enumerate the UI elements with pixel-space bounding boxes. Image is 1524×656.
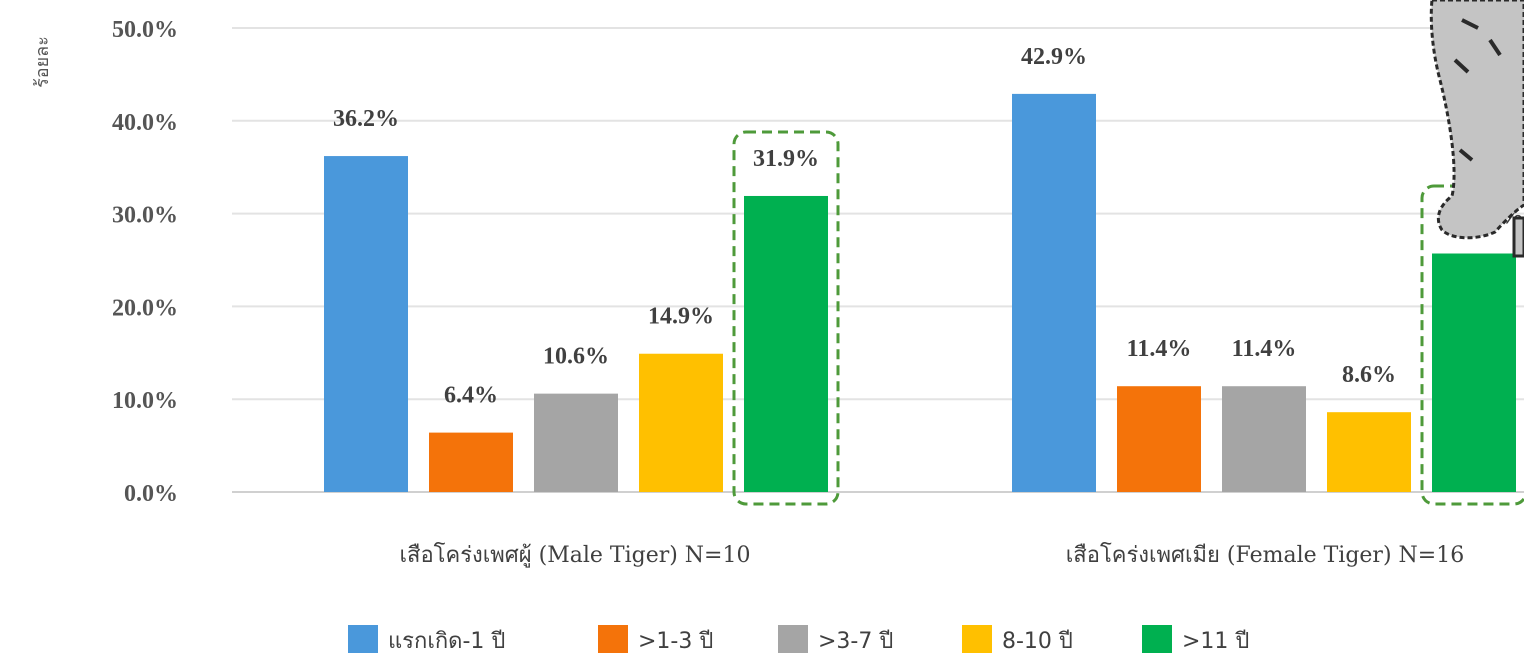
y-tick-label: 30.0% (112, 203, 178, 229)
data-label: 31.9% (753, 146, 819, 172)
data-label: 10.6% (543, 344, 609, 370)
bar (429, 432, 513, 492)
data-label: 11.4% (1232, 336, 1297, 362)
y-tick-label: 40.0% (112, 110, 178, 136)
y-axis-ticks: 0.0% 10.0% 20.0% 30.0% 40.0% 50.0% (112, 17, 178, 507)
category-label: เสือโคร่งเพศผู้ (Male Tiger) N=10 (400, 542, 751, 568)
legend-swatch (778, 625, 808, 653)
legend-swatch (598, 625, 628, 653)
legend: แรกเกิด-1 ปี >1-3 ปี >3-7 ปี 8-10 ปี >11 ปี (348, 625, 1249, 654)
bar (1222, 386, 1306, 492)
data-label: 36.2% (333, 106, 399, 132)
bar (1432, 253, 1516, 492)
legend-swatch (348, 625, 378, 653)
legend-label: >3-7 ปี (818, 629, 893, 654)
gridlines (232, 27, 1524, 493)
bar (639, 353, 723, 492)
bar (1327, 412, 1411, 492)
bars (324, 93, 1516, 492)
y-axis-label: ร้อยละ (32, 36, 53, 88)
tiger-paw-illustration (1512, 216, 1524, 258)
y-tick-label: 10.0% (112, 388, 178, 414)
highlight-box (732, 130, 840, 506)
tiger-stripe-illustration (1453, 18, 1502, 162)
category-label: เสือโคร่งเพศเมีย (Female Tiger) N=16 (1066, 542, 1464, 568)
data-label: 42.9% (1021, 44, 1087, 70)
legend-swatch (962, 625, 992, 653)
y-tick-label: 50.0% (112, 17, 178, 43)
data-label: 11.4% (1127, 336, 1192, 362)
legend-label: >1-3 ปี (638, 629, 713, 654)
tiger-tail-illustration (1429, 0, 1524, 240)
y-tick-label: 20.0% (112, 295, 178, 321)
legend-label: 8-10 ปี (1002, 629, 1073, 654)
data-label: 6.4% (444, 383, 498, 409)
data-labels: 36.2% 6.4% 10.6% 14.9% 31.9% 42.9% 11.4% 11.4% 8… (333, 44, 1524, 409)
data-label: 8.6% (1342, 362, 1396, 388)
bar (1012, 93, 1096, 492)
bar (534, 393, 618, 492)
legend-label: >11 ปี (1182, 629, 1249, 654)
legend-label: แรกเกิด-1 ปี (388, 629, 505, 654)
tiger-illustration (1429, 0, 1524, 258)
y-tick-label: 0.0% (124, 481, 178, 507)
bar (1117, 386, 1201, 492)
category-labels: เสือโคร่งเพศผู้ (Male Tiger) N=10 เสือโคร… (400, 542, 1465, 568)
legend-swatch (1142, 625, 1172, 653)
bar (324, 156, 408, 492)
data-label: 14.9% (648, 304, 714, 330)
bar (744, 195, 828, 492)
